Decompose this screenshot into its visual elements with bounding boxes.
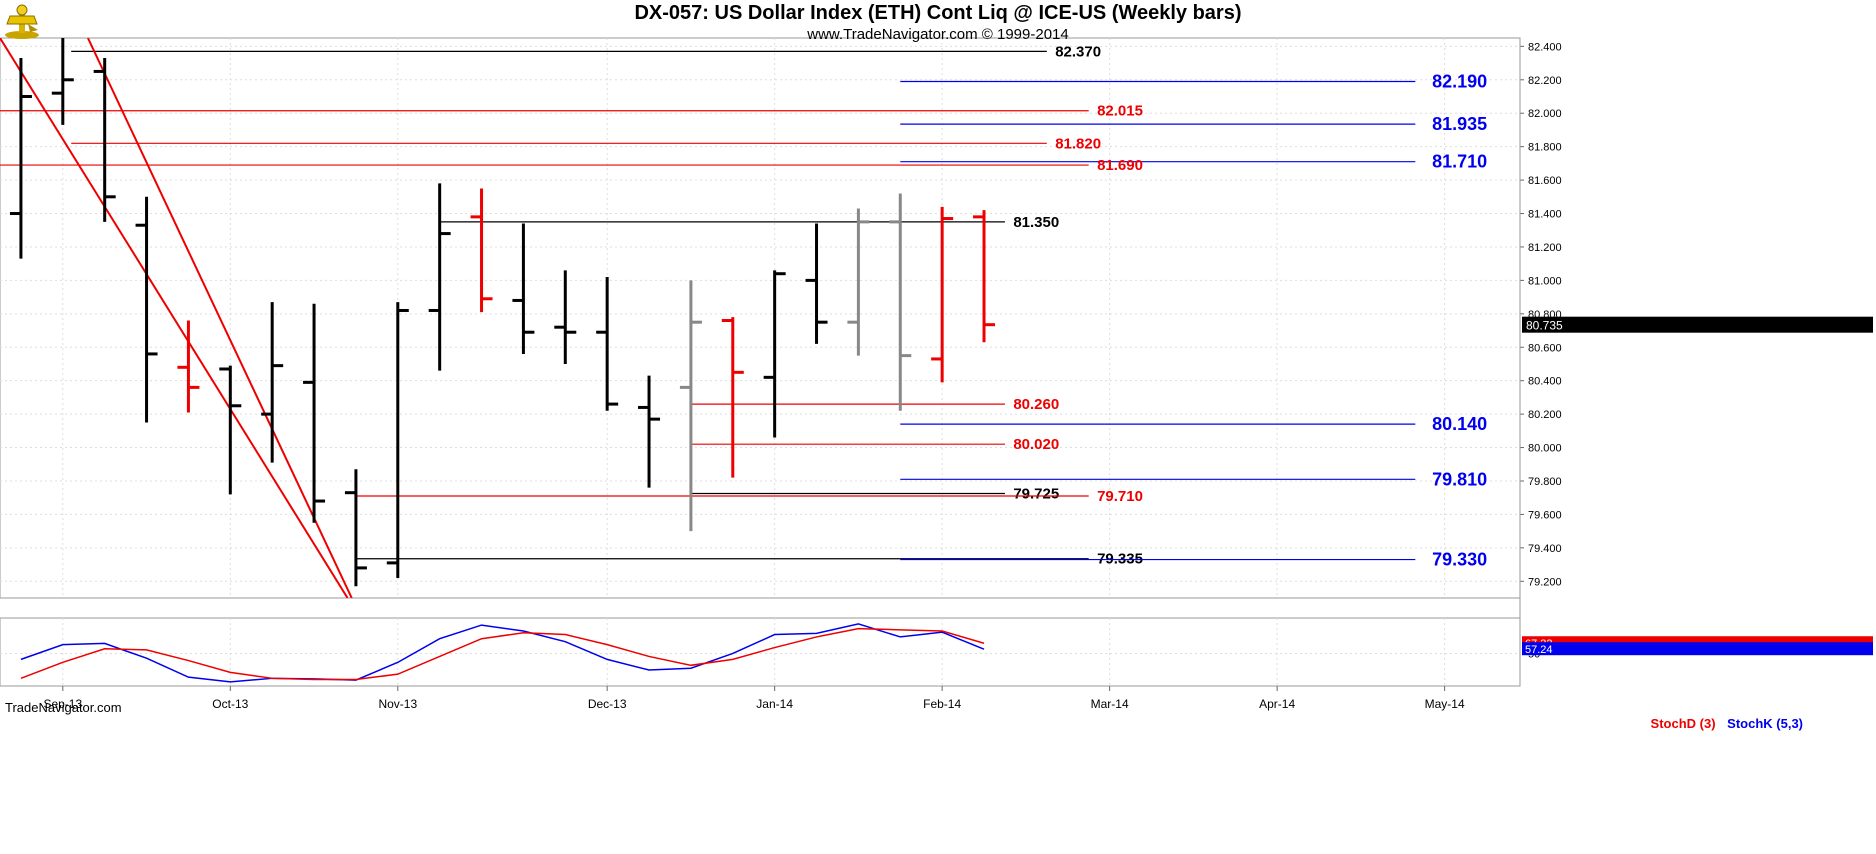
chart-subtitle: www.TradeNavigator.com © 1999-2014 xyxy=(807,26,1069,43)
y-tick-label: 82.000 xyxy=(1528,108,1562,120)
ohlc-bar xyxy=(135,196,158,423)
last-price-badge xyxy=(1522,316,1873,333)
y-tick-label: 81.800 xyxy=(1528,142,1562,154)
ohlc-bar xyxy=(763,270,786,438)
y-tick-label: 80.600 xyxy=(1528,342,1562,354)
stoch-legend: StochD (3) StochK (5,3) xyxy=(1643,716,1803,731)
ohlc-bar xyxy=(721,317,744,478)
y-tick-label: 79.400 xyxy=(1528,543,1562,555)
level-label: 81.710 xyxy=(1432,152,1487,172)
ohlc-bar xyxy=(386,302,409,578)
x-tick-label: Dec-13 xyxy=(588,697,627,711)
x-tick-label: Apr-14 xyxy=(1259,697,1295,711)
level-label: 82.015 xyxy=(1097,103,1143,120)
legend-stoch-d: StochD (3) xyxy=(1650,716,1716,731)
ohlc-bar xyxy=(9,58,32,259)
ohlc-bar xyxy=(177,320,200,413)
y-tick-label: 80.200 xyxy=(1528,409,1562,421)
y-tick-label: 80.400 xyxy=(1528,376,1562,388)
y-tick-label: 81.600 xyxy=(1528,175,1562,187)
ohlc-bar xyxy=(470,188,493,313)
y-tick-label: 82.200 xyxy=(1528,75,1562,87)
level-label: 82.190 xyxy=(1432,71,1487,91)
ohlc-bar xyxy=(51,38,74,125)
level-label: 79.330 xyxy=(1432,550,1487,570)
price-panel-frame xyxy=(0,37,1521,599)
ohlc-bar xyxy=(679,280,702,532)
stoch-k-value: 57.24 xyxy=(1525,644,1553,656)
y-tick-label: 81.000 xyxy=(1528,275,1562,287)
x-tick-label: Nov-13 xyxy=(378,697,417,711)
level-label: 80.260 xyxy=(1013,396,1059,413)
level-label: 82.370 xyxy=(1055,43,1101,60)
ohlc-bar xyxy=(428,183,451,371)
level-label: 81.820 xyxy=(1055,135,1101,152)
ohlc-bar xyxy=(344,469,367,587)
x-tick-label: Mar-14 xyxy=(1091,697,1129,711)
x-tick-label: Feb-14 xyxy=(923,697,961,711)
level-label: 81.350 xyxy=(1013,214,1059,231)
x-tick-label: Oct-13 xyxy=(212,697,248,711)
legend-stoch-k: StochK (5,3) xyxy=(1727,716,1803,731)
y-tick-label: 79.800 xyxy=(1528,476,1562,488)
stoch-series-line xyxy=(20,627,985,681)
level-label: 79.725 xyxy=(1013,486,1059,503)
y-tick-label: 81.400 xyxy=(1528,209,1562,221)
ohlc-bar xyxy=(219,365,242,495)
stoch-k-badge xyxy=(1522,642,1873,656)
ohlc-bar xyxy=(805,223,828,344)
ohlc-bar xyxy=(638,375,661,488)
x-tick-label: May-14 xyxy=(1425,697,1465,711)
level-label: 80.140 xyxy=(1432,414,1487,434)
last-price-label: 80.735 xyxy=(1526,319,1563,333)
ohlc-bar xyxy=(847,208,870,356)
ohlc-bar xyxy=(596,277,619,411)
chart-title: DX-057: US Dollar Index (ETH) Cont Liq @… xyxy=(634,2,1242,24)
trendline xyxy=(0,38,349,598)
level-label: 79.810 xyxy=(1432,469,1487,489)
ohlc-bar xyxy=(973,210,996,343)
level-label: 81.935 xyxy=(1432,114,1487,134)
y-tick-label: 81.200 xyxy=(1528,242,1562,254)
ohlc-bar xyxy=(931,206,954,383)
x-tick-label: Sep-13 xyxy=(43,697,82,711)
y-tick-label: 79.600 xyxy=(1528,509,1562,521)
ohlc-bar xyxy=(512,223,535,354)
ohlc-bar xyxy=(554,270,577,364)
trendline xyxy=(87,38,353,598)
ohlc-bar xyxy=(93,58,116,222)
watermark: TradeNavigator.com xyxy=(5,700,122,715)
y-tick-label: 79.200 xyxy=(1528,576,1562,588)
ohlc-bar xyxy=(261,302,284,463)
x-tick-label: Jan-14 xyxy=(756,697,793,711)
level-label: 79.710 xyxy=(1097,488,1143,505)
stoch-series-line xyxy=(20,623,985,683)
level-label: 81.690 xyxy=(1097,157,1143,174)
level-label: 80.020 xyxy=(1013,436,1059,453)
ohlc-bar xyxy=(303,303,326,523)
y-tick-label: 80.000 xyxy=(1528,443,1562,455)
y-tick-label: 82.400 xyxy=(1528,41,1562,53)
trade-navigator-logo xyxy=(4,2,44,45)
ohlc-bar xyxy=(889,193,912,411)
